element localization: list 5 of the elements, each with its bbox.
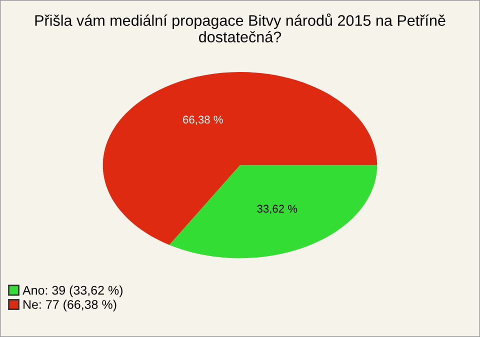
chart-title: Přišla vám mediální propagace Bitvy národů 2015 na Petříně dostatečná?: [35, 13, 446, 42]
data-label: 66,38 %: [183, 116, 223, 125]
legend-label: Ano: 39 (33,62 %): [22, 286, 122, 298]
legend-label: Ne: 77 (66,38 %): [24, 300, 116, 312]
data-label: 33,62 %: [257, 204, 298, 214]
